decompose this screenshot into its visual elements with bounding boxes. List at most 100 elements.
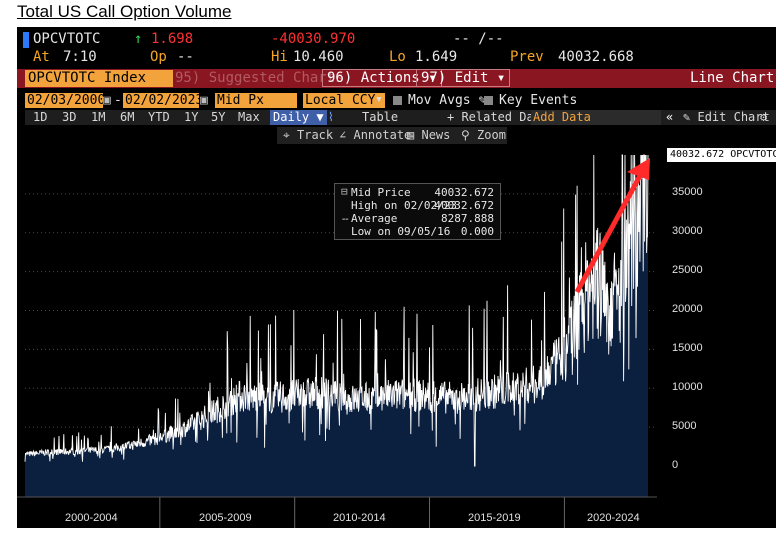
start-date-field[interactable]: 02/03/2000 (25, 93, 106, 108)
low-value: 1.649 (415, 49, 458, 65)
caret-down-icon[interactable]: ▾ (375, 92, 383, 107)
legend-high-label: High on 02/02/23 (351, 199, 457, 212)
caret-down-icon: ▾ (496, 70, 506, 86)
edit-label: Edit (454, 70, 489, 86)
at-value: 7:10 (63, 49, 97, 65)
range-dash: - (114, 93, 122, 108)
legend-box: ⊟ ╌ Mid Price 40032.672 High on 02/02/23… (334, 183, 501, 240)
tab-1y[interactable]: 1Y (184, 110, 199, 124)
y-tick-label: 15000 (672, 342, 703, 354)
tab-6m[interactable]: 6M (120, 110, 135, 124)
high-value: 10.460 (293, 49, 344, 65)
x-tick-label: 2000-2004 (65, 512, 118, 524)
x-tick-label: 2020-2024 (587, 512, 640, 524)
high-label: Hi (271, 49, 288, 65)
checkbox-icon (393, 96, 402, 105)
y-tick-label: 5000 (672, 420, 697, 432)
calendar-icon[interactable]: ▣ (103, 93, 111, 108)
news-icon: ▤ (407, 128, 415, 142)
caret-down-icon: ▾ (428, 70, 437, 86)
suggested-num: 95) (175, 70, 201, 86)
track-tool[interactable]: ⌖ Track (283, 127, 333, 144)
currency-selector[interactable]: Local CCY (303, 93, 385, 108)
annotate-label: Annotate (353, 128, 412, 142)
zoom-label: Zoom (477, 128, 506, 142)
annotate-tool[interactable]: ∠ Annotate (339, 127, 411, 144)
ticker[interactable]: OPCVTOTC (33, 31, 101, 47)
tab-5y[interactable]: 5Y (211, 110, 226, 124)
tab-ytd[interactable]: YTD (148, 110, 170, 124)
mov-avgs-label: Mov Avgs (408, 93, 471, 108)
legend-mid-label: Mid Price (351, 186, 411, 199)
actions-label: Actions (360, 70, 420, 86)
checkbox-icon (484, 96, 493, 105)
actions-menu[interactable]: 96) Actions ▾ (322, 69, 442, 87)
ticker-marker (23, 32, 29, 48)
bloomberg-terminal: OPCVTOTC ↑ 1.698 -40030.970 -- /-- At 7:… (17, 27, 776, 528)
tab-3d[interactable]: 3D (62, 110, 77, 124)
x-dividers (17, 496, 657, 528)
end-date-field[interactable]: 02/02/2023 (123, 93, 204, 108)
pencil-icon[interactable]: ✎ (478, 93, 487, 108)
key-events-toggle[interactable]: Key Events (484, 93, 577, 109)
magnifier-icon: ⚲ (461, 128, 470, 142)
chart-tools: ⌖ Track ∠ Annotate ▤ News ⚲ Zoom (277, 127, 507, 144)
mov-avgs-toggle[interactable]: Mov Avgs ✎ (393, 93, 486, 109)
series-area (25, 155, 648, 497)
y-tick-label: 10000 (672, 381, 703, 393)
prev-label: Prev (510, 49, 544, 65)
suggested-charts-menu[interactable]: 95) Suggested Charts (175, 70, 344, 87)
calendar-icon[interactable]: ▣ (200, 93, 208, 108)
crosshair-icon: ⌖ (283, 128, 290, 142)
last-value-label: 40032.672 OPCVTOTC (667, 148, 776, 162)
actions-num: 96) (327, 70, 353, 86)
key-events-label: Key Events (499, 93, 578, 108)
x-tick-label: 2010-2014 (333, 512, 386, 524)
edit-chart-label: Edit Chart (697, 110, 770, 124)
legend-avg-value: 8287.888 (441, 212, 494, 225)
legend-low-value: 0.000 (460, 225, 494, 238)
chart-type[interactable]: Line Chart (690, 70, 775, 86)
at-label: At (33, 49, 50, 65)
y-tick-label: 20000 (672, 303, 703, 315)
legend-mid-value: 40032.672 (434, 186, 494, 199)
legend-marker-icon: ╌ (342, 213, 349, 226)
legend-high-value: 40032.672 (434, 199, 494, 212)
net-change-value: -40030.970 (271, 31, 356, 47)
news-tool[interactable]: ▤ News (407, 127, 450, 144)
frequency-selector[interactable]: Daily ▼ (270, 110, 327, 125)
x-tick-label: 2005-2009 (199, 512, 252, 524)
x-tick-label: 2015-2019 (468, 512, 521, 524)
open-label: Op (150, 49, 167, 65)
related-data-button[interactable]: + Related Dat (447, 110, 541, 124)
gear-icon[interactable]: ⚙ (760, 110, 768, 124)
add-data-input[interactable]: Add Data (531, 110, 661, 125)
tab-1m[interactable]: 1M (91, 110, 106, 124)
suggested-label: Suggested Charts (208, 70, 344, 86)
zoom-tool[interactable]: ⚲ Zoom (461, 127, 506, 144)
edit-menu[interactable]: 97) Edit ▾ (416, 69, 511, 87)
tab-max[interactable]: Max (238, 110, 260, 124)
tab-1d[interactable]: 1D (33, 110, 48, 124)
track-label: Track (297, 128, 334, 142)
chart-plot[interactable] (17, 27, 776, 528)
line-chart-icon[interactable]: ⌇ (328, 110, 334, 124)
menu-bar (17, 69, 776, 88)
edit-num: 97) (421, 70, 447, 86)
y-tick-label: 25000 (672, 264, 703, 276)
annotate-icon: ∠ (339, 128, 347, 142)
bracket-icon: ⊟ (341, 185, 348, 198)
field-selector[interactable]: Mid Px (215, 93, 297, 108)
open-value: -- (177, 49, 194, 65)
collapse-icon[interactable]: « (666, 110, 674, 124)
security-field[interactable]: OPCVTOTC Index (25, 70, 173, 87)
edit-chart-button[interactable]: ✎ Edit Chart (683, 110, 770, 125)
trend-arrow-head (627, 158, 650, 180)
series-line (24, 154, 649, 467)
period-tabs: 1D 3D 1M 6M YTD 1Y 5Y Max Daily ▼ ⌇ Tabl… (25, 110, 776, 125)
legend-avg-label: Average (351, 212, 398, 225)
page-title: Total US Call Option Volume (17, 2, 232, 21)
news-label: News (421, 128, 451, 142)
up-arrow-icon: ↑ (134, 31, 143, 47)
table-button[interactable]: Table (362, 110, 399, 124)
